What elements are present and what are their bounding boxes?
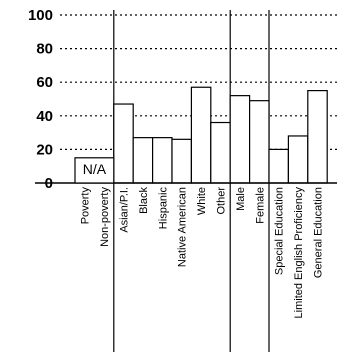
category-label: Other [216,187,228,215]
bar-7 [210,121,231,184]
bars [113,86,328,184]
bar-10 [268,148,289,184]
category-label: Special Education [274,187,286,275]
bar-2 [113,103,134,184]
category-label: White [196,187,208,215]
na-label: N/A [83,161,107,177]
category-label: Poverty [80,187,92,225]
y-tick-label: 100 [28,7,53,24]
bar-12 [307,89,328,184]
bar-11 [287,135,309,184]
category-label: Hispanic [157,187,169,230]
na-annotation: N/A [74,157,115,184]
category-label: Asian/P.I. [119,187,131,233]
y-tick-label: 40 [36,108,53,125]
bar-8 [229,95,251,184]
category-label: Black [138,187,150,214]
y-tick-label: 20 [36,141,53,158]
category-label: General Education [313,187,325,278]
category-label: Limited English Proficiency [293,187,305,319]
category-label: Native American [177,187,189,267]
y-tick-labels: 020406080100 [28,7,53,192]
category-label: Non-poverty [99,187,111,247]
bar-5 [171,138,192,184]
bar-4 [152,137,173,184]
category-labels: Poverty Non-poverty Asian/P.I. Black Hispani… [80,187,325,319]
y-tick-label: 80 [36,41,53,58]
na-box [74,157,115,184]
bar-3 [132,137,154,184]
category-label: Female [254,187,266,224]
bar-9 [249,100,270,184]
category-label: Male [235,187,247,211]
y-tick-label: 60 [36,74,53,91]
bar-6 [190,86,212,184]
